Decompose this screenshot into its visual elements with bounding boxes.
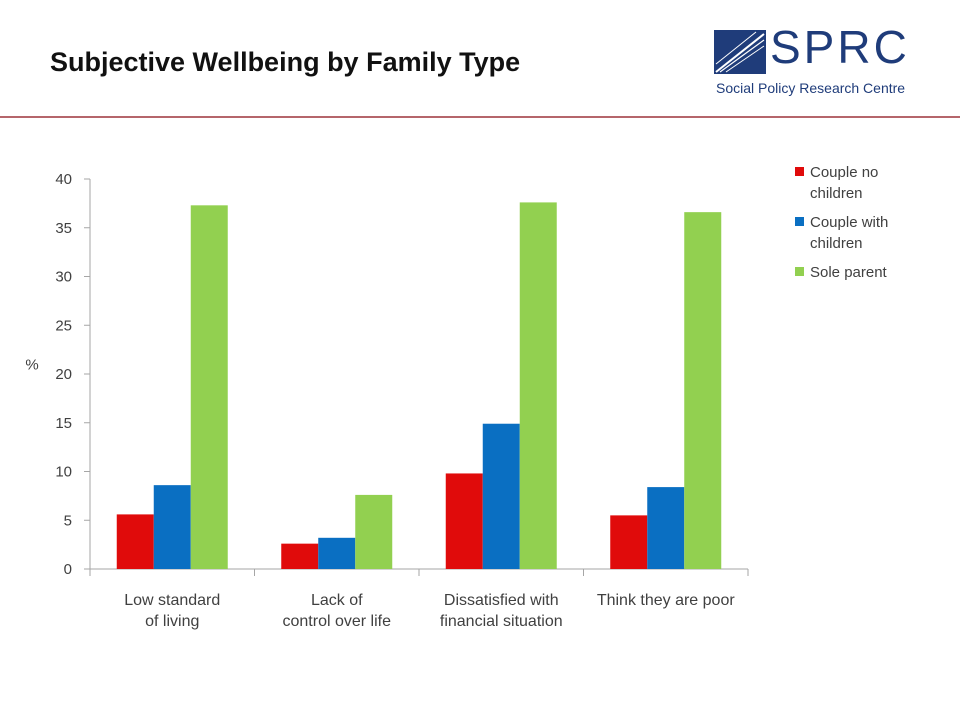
x-category-label: of living bbox=[145, 613, 199, 630]
y-tick-label: 30 bbox=[55, 269, 72, 286]
header-divider bbox=[0, 116, 960, 118]
logo-name: SPRC bbox=[770, 21, 910, 73]
x-category-label: control over life bbox=[283, 613, 392, 630]
legend-label: Sole parent bbox=[810, 264, 888, 281]
legend-label: Couple no bbox=[810, 164, 878, 181]
bar bbox=[153, 485, 191, 569]
legend-swatch bbox=[795, 217, 804, 226]
bar bbox=[684, 212, 722, 569]
y-tick-label: 15 bbox=[55, 415, 72, 432]
legend-swatch bbox=[795, 267, 804, 276]
y-tick-label: 35 bbox=[55, 220, 72, 237]
x-category-label: Low standard bbox=[124, 592, 220, 609]
page-title: Subjective Wellbeing by Family Type bbox=[50, 47, 521, 77]
logo-subtitle: Social Policy Research Centre bbox=[716, 80, 906, 96]
bar bbox=[445, 473, 483, 569]
x-category-label: financial situation bbox=[440, 613, 563, 630]
y-tick-label: 0 bbox=[64, 561, 72, 578]
y-tick-label: 20 bbox=[55, 366, 72, 383]
bar bbox=[647, 487, 685, 569]
sprc-logo-icon bbox=[714, 30, 766, 74]
legend-label: Couple with bbox=[810, 214, 888, 231]
legend-swatch bbox=[795, 167, 804, 176]
bar bbox=[355, 494, 393, 569]
y-tick-label: 25 bbox=[55, 317, 72, 334]
legend-label: children bbox=[810, 185, 863, 202]
x-category-label: Dissatisfied with bbox=[444, 592, 559, 609]
x-category-label: Lack of bbox=[311, 592, 363, 609]
y-tick-label: 5 bbox=[64, 512, 72, 529]
bar bbox=[482, 423, 520, 569]
y-tick-label: 10 bbox=[55, 464, 72, 481]
sprc-logo: SPRC Social Policy Research Centre bbox=[714, 21, 918, 98]
bar bbox=[610, 515, 648, 569]
bar bbox=[519, 202, 557, 569]
bar bbox=[190, 205, 228, 569]
bar bbox=[281, 543, 319, 569]
y-tick-label: 40 bbox=[55, 171, 72, 188]
legend-label: children bbox=[810, 235, 863, 252]
bar bbox=[116, 514, 154, 569]
x-category-label: Think they are poor bbox=[597, 592, 736, 609]
bar bbox=[318, 537, 356, 569]
y-axis-label: % bbox=[25, 356, 38, 373]
